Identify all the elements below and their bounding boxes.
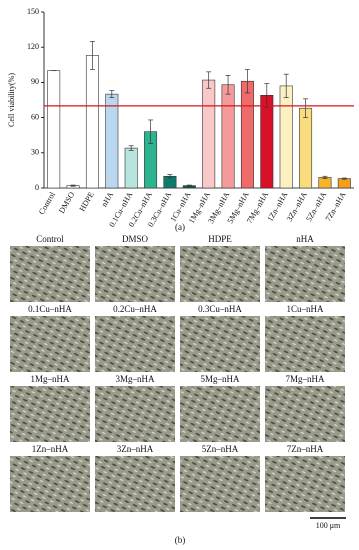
bar (85, 55, 99, 189)
bar (337, 178, 351, 189)
micrograph-label: 3Mg–nHA (115, 374, 155, 384)
error-bar (322, 175, 328, 179)
bar (221, 84, 235, 189)
bar (279, 85, 293, 189)
micrograph (180, 316, 260, 372)
micrograph (95, 456, 175, 512)
x-tick-label: nHA (100, 190, 116, 208)
bar (47, 70, 61, 189)
micrograph-label: 3Zn–nHA (117, 444, 154, 454)
bar (299, 107, 313, 189)
micrograph-label: 5Mg–nHA (200, 374, 240, 384)
micrograph (95, 246, 175, 302)
micrograph-label: Control (36, 234, 64, 244)
x-tick-label: DMSO (57, 190, 76, 215)
error-bar (128, 145, 134, 151)
error-bar (283, 73, 289, 99)
error-bar (89, 40, 95, 70)
x-tick-label: Control (37, 190, 57, 216)
micrograph (180, 246, 260, 302)
y-tick-label: 90 (31, 77, 39, 86)
error-bar (225, 75, 231, 95)
error-bar (109, 90, 115, 99)
bar (240, 80, 254, 189)
bar (124, 147, 138, 189)
micrograph-label: 0.2Cu–nHA (113, 304, 157, 314)
micrograph (265, 316, 345, 372)
bar (105, 93, 119, 189)
micrograph-label: nHA (296, 234, 314, 244)
micrograph-label: 1Zn–nHA (32, 444, 69, 454)
micrograph (10, 246, 90, 302)
micrograph-label: DMSO (122, 234, 149, 244)
panel-caption: (a) (175, 222, 185, 232)
panel-caption: (b) (175, 535, 186, 545)
error-bar (303, 98, 309, 118)
bar (318, 177, 332, 189)
y-axis-label: Cell viability(%) (7, 73, 16, 127)
micrograph-label: 5Zn–nHA (202, 444, 239, 454)
micrograph-label: HDPE (208, 234, 232, 244)
micrograph (180, 386, 260, 442)
y-tick-label: 150 (27, 7, 39, 16)
scale-bar-label: 100 μm (316, 521, 341, 530)
micrograph (95, 316, 175, 372)
micrograph-label: 7Mg–nHA (285, 374, 325, 384)
micrograph (10, 316, 90, 372)
y-tick-label: 60 (31, 112, 39, 121)
micrograph (10, 386, 90, 442)
y-tick-label: 120 (27, 42, 39, 51)
bar (202, 79, 216, 189)
error-bar (341, 177, 347, 180)
error-bar (186, 184, 192, 187)
micrograph-label: 0.3Cu–nHA (198, 304, 242, 314)
micrograph (95, 386, 175, 442)
micrograph (265, 246, 345, 302)
error-bar (148, 119, 154, 144)
x-tick-label: HDPE (78, 190, 96, 213)
micrograph-label: 7Zn–nHA (287, 444, 324, 454)
error-bar (206, 71, 212, 89)
error-bar (244, 69, 250, 94)
micrograph-label: 1Mg–nHA (30, 374, 70, 384)
y-tick-label: 30 (31, 148, 39, 157)
error-bar (264, 83, 270, 108)
micrograph (180, 456, 260, 512)
bar (260, 95, 274, 189)
micrograph-label: 0.1Cu–nHA (28, 304, 72, 314)
micrograph-label: 1Cu–nHA (286, 304, 324, 314)
micrograph (10, 456, 90, 512)
micrograph (265, 386, 345, 442)
y-tick-label: 0 (35, 183, 39, 192)
error-bar (70, 184, 76, 187)
error-bar (167, 174, 173, 179)
micrograph (265, 456, 345, 512)
